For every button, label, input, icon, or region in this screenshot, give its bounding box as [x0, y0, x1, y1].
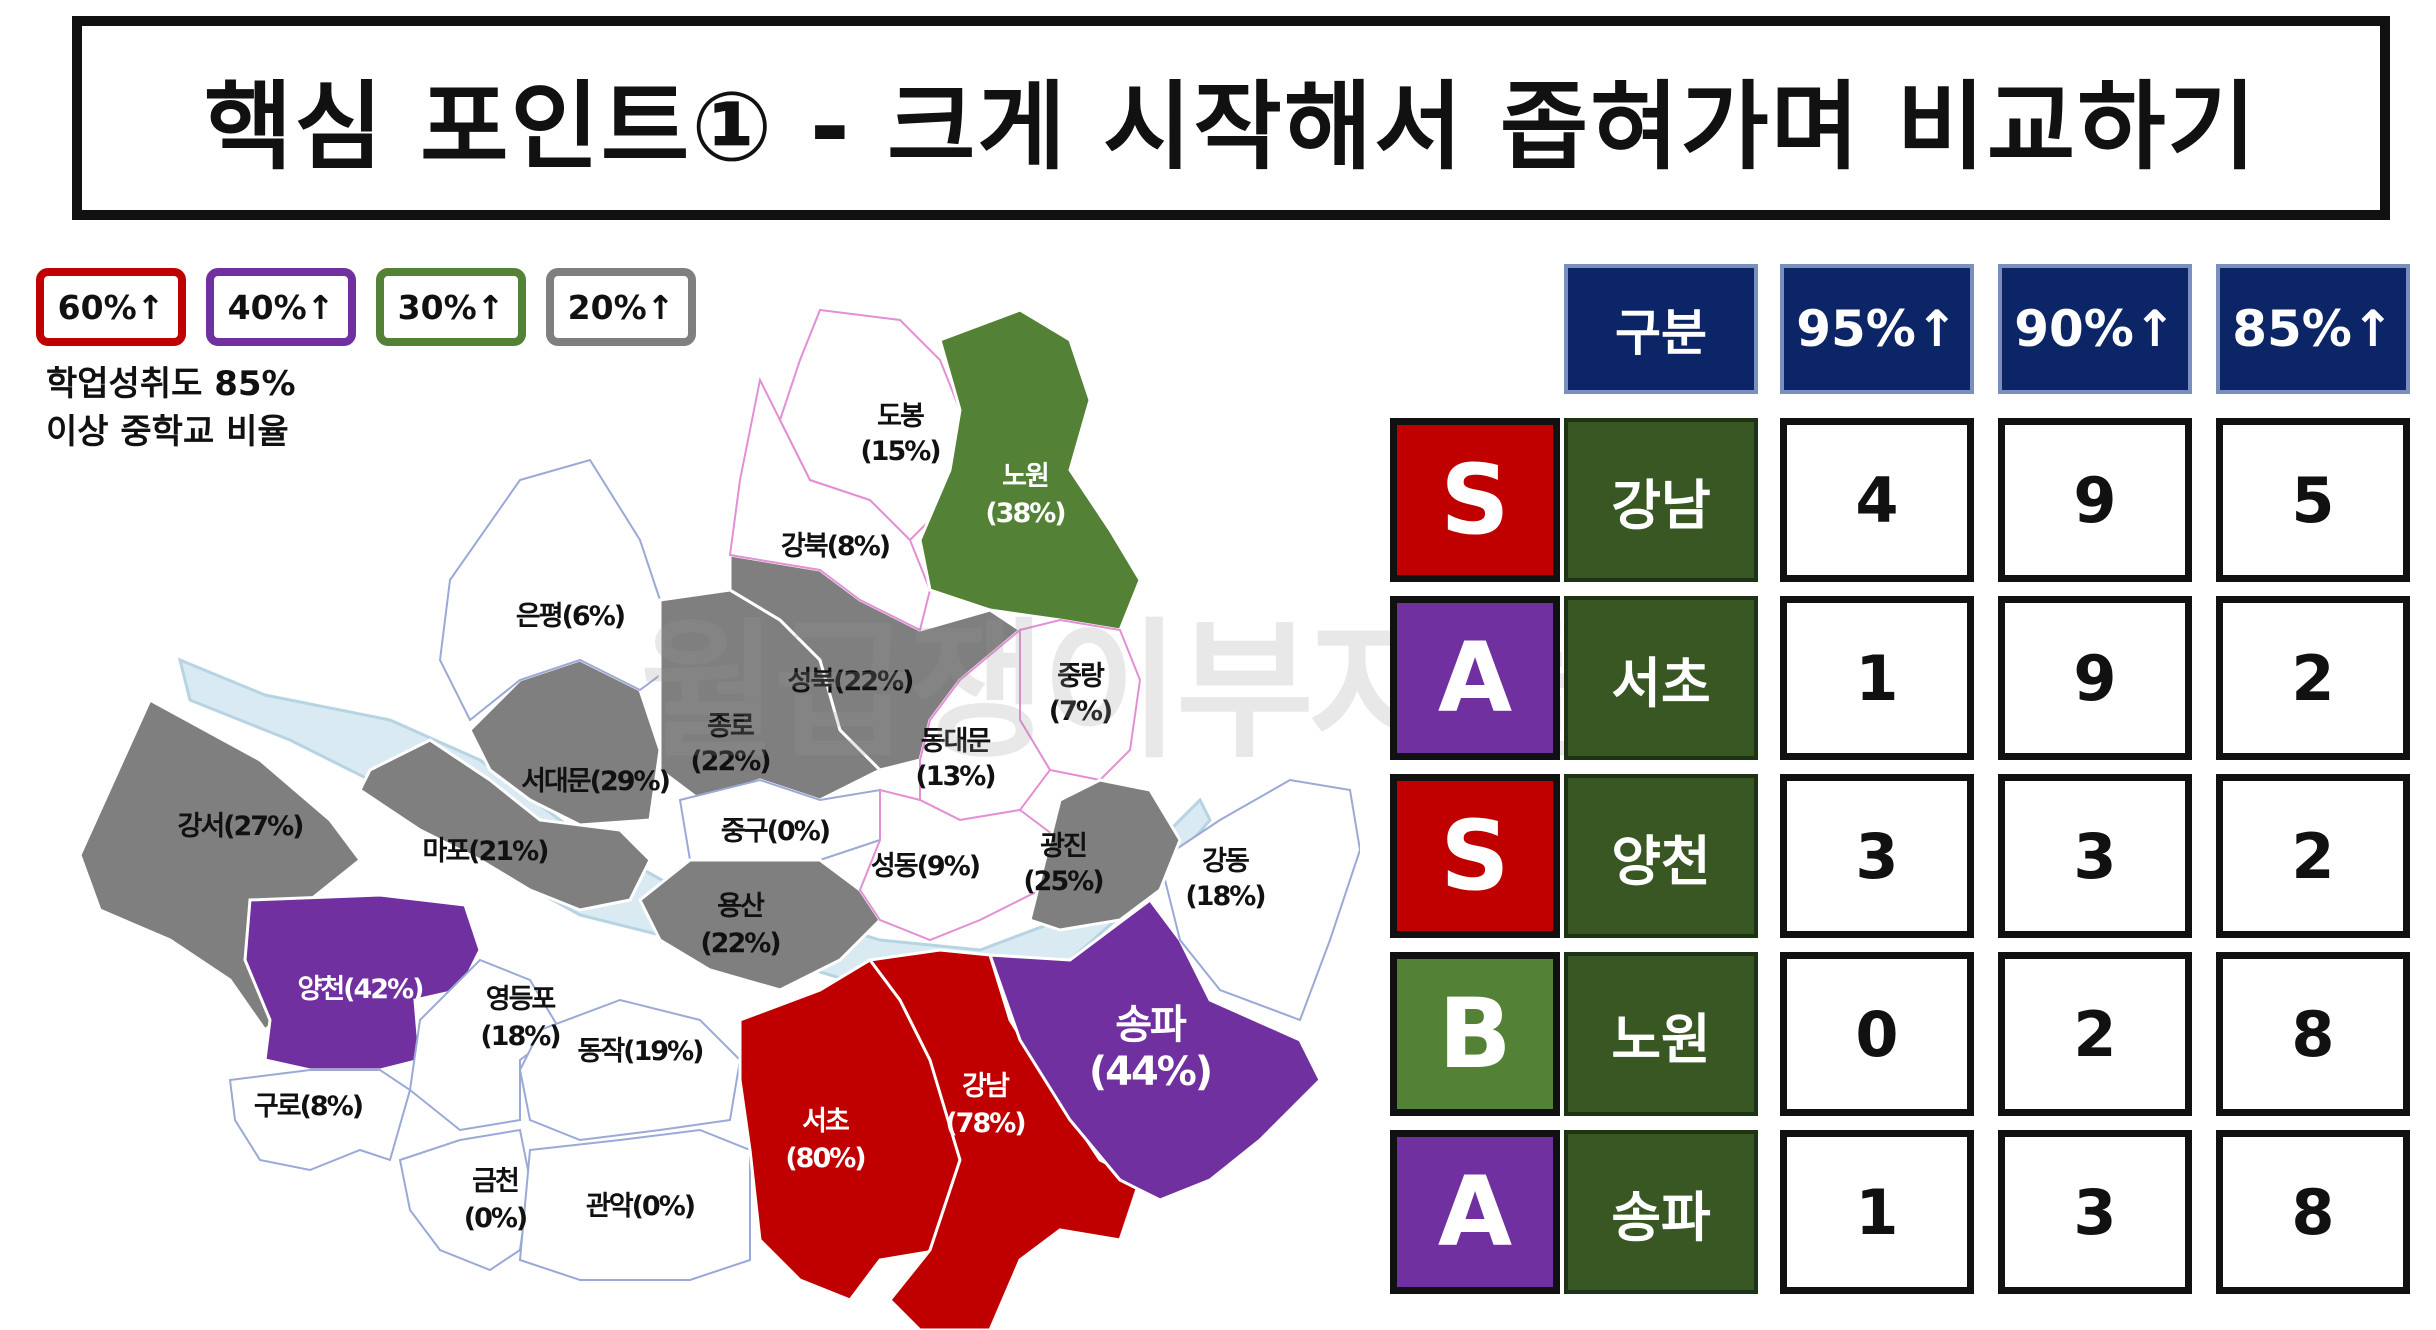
label-junggu: 중구(0%) — [721, 816, 830, 847]
cell-gangnam-90: 9 — [1998, 418, 2192, 582]
region-mapo[interactable] — [358, 738, 652, 912]
grade-badge: B — [1390, 952, 1560, 1116]
legend-60: 60%↑ — [36, 268, 186, 346]
legend-40: 40%↑ — [206, 268, 356, 346]
label-geumcheon-pct: (0%) — [464, 1203, 527, 1234]
label-songpa-pct: (44%) — [1089, 1049, 1211, 1095]
region-gangdong[interactable] — [1158, 778, 1360, 1022]
label-seongbuk: 성북(22%) — [788, 666, 914, 697]
label-dongjak: 동작(19%) — [578, 1036, 704, 1067]
label-gwangjin-pct: (25%) — [1023, 866, 1103, 897]
header-85: 85%↑ — [2216, 264, 2410, 394]
cell-seocho-95: 1 — [1780, 596, 1974, 760]
label-gangbuk: 강북(8%) — [781, 531, 890, 562]
label-songpa: 송파 — [1115, 1002, 1187, 1048]
legend-note-line2: 이상 중학교 비율 — [46, 412, 289, 452]
region-yeongdeungpo[interactable] — [408, 958, 562, 1132]
cell-yangcheon-90: 3 — [1998, 774, 2192, 938]
label-eunpyeong: 은평(6%) — [516, 601, 625, 632]
label-jongno: 종로 — [707, 711, 754, 742]
legend-20: 20%↑ — [546, 268, 696, 346]
cell-seocho-85: 2 — [2216, 596, 2410, 760]
page-title: 핵심 포인트① - 크게 시작해서 좁혀가며 비교하기 — [204, 70, 2258, 183]
cell-nowon-90: 2 — [1998, 952, 2192, 1116]
header-90: 90%↑ — [1998, 264, 2192, 394]
label-gangdong: 강동 — [1202, 846, 1249, 877]
label-dobong-pct: (15%) — [860, 436, 940, 467]
region-seongdong[interactable] — [858, 788, 1062, 942]
label-seocho-pct: (80%) — [785, 1143, 865, 1174]
region-guro[interactable] — [228, 1069, 412, 1172]
label-seocho: 서초 — [802, 1106, 849, 1137]
grade-badge: S — [1390, 774, 1560, 938]
region-dongjak[interactable] — [518, 998, 742, 1142]
header-category: 구분 — [1564, 264, 1758, 394]
label-jungnang-pct: (7%) — [1049, 696, 1112, 727]
region-geumcheon[interactable] — [398, 1128, 532, 1272]
label-yongsan-pct: (22%) — [700, 928, 780, 959]
label-gwangjin: 광진 — [1040, 831, 1086, 862]
region-gwangjin[interactable] — [1028, 778, 1182, 932]
label-gangdong-pct: (18%) — [1185, 881, 1265, 912]
cell-seocho-90: 9 — [1998, 596, 2192, 760]
label-geumcheon: 금천 — [472, 1166, 518, 1197]
label-yongsan: 용산 — [717, 891, 765, 922]
label-nowon: 노원 — [1002, 461, 1048, 492]
grade-badge: A — [1390, 596, 1560, 760]
label-yeongdeungpo-pct: (18%) — [480, 1021, 560, 1052]
district-seocho: 서초 — [1564, 596, 1758, 760]
grade-badge: S — [1390, 418, 1560, 582]
label-dongdaemun: 동대문 — [921, 726, 991, 757]
cell-gangnam-95: 4 — [1780, 418, 1974, 582]
district-yangcheon: 양천 — [1564, 774, 1758, 938]
region-songpa[interactable] — [987, 897, 1322, 1202]
cell-nowon-85: 8 — [2216, 952, 2410, 1116]
cell-songpa-95: 1 — [1780, 1130, 1974, 1294]
district-gangnam: 강남 — [1564, 418, 1758, 582]
label-dongdaemun-pct: (13%) — [915, 761, 995, 792]
label-gangseo: 강서(27%) — [178, 811, 304, 842]
grade-badge: A — [1390, 1130, 1560, 1294]
label-yeongdeungpo: 영등포 — [486, 984, 556, 1015]
district-songpa: 송파 — [1564, 1130, 1758, 1294]
label-seongdong: 성동(9%) — [871, 851, 980, 882]
cell-gangnam-85: 5 — [2216, 418, 2410, 582]
legend-30: 30%↑ — [376, 268, 526, 346]
cell-songpa-85: 8 — [2216, 1130, 2410, 1294]
label-seodaemun: 서대문(29%) — [521, 766, 669, 797]
label-gwanak: 관악(0%) — [586, 1191, 695, 1222]
label-gangnam: 강남 — [962, 1071, 1010, 1102]
label-nowon-pct: (38%) — [985, 498, 1065, 529]
region-yongsan[interactable] — [638, 858, 882, 992]
label-jungnang: 중랑 — [1057, 661, 1105, 692]
label-guro: 구로(8%) — [254, 1091, 363, 1122]
cell-yangcheon-85: 2 — [2216, 774, 2410, 938]
region-gangnam[interactable] — [867, 948, 1142, 1330]
seoul-map: 도봉 (15%) 노원 (38%) 강북(8%) 은평(6%) 성북(22%) … — [60, 300, 1360, 1330]
region-dobong[interactable] — [778, 308, 962, 542]
label-dobong: 도봉 — [877, 401, 924, 432]
label-mapo: 마포(21%) — [423, 836, 549, 867]
legend-note-line1: 학업성취도 85% — [46, 364, 296, 404]
title-box: 핵심 포인트① - 크게 시작해서 좁혀가며 비교하기 — [72, 16, 2390, 220]
label-yangcheon: 양천(42%) — [298, 974, 424, 1005]
label-jongno-pct: (22%) — [690, 746, 770, 777]
cell-nowon-95: 0 — [1780, 952, 1974, 1116]
cell-songpa-90: 3 — [1998, 1130, 2192, 1294]
legend: 60%↑ 40%↑ 30%↑ 20%↑ — [36, 268, 696, 346]
region-gwanak[interactable] — [518, 1128, 751, 1281]
label-gangnam-pct: (78%) — [945, 1108, 1025, 1139]
district-nowon: 노원 — [1564, 952, 1758, 1116]
legend-note: 학업성취도 85% 이상 중학교 비율 — [46, 360, 296, 456]
cell-yangcheon-95: 3 — [1780, 774, 1974, 938]
header-95: 95%↑ — [1780, 264, 1974, 394]
region-dongdaemun[interactable] — [919, 627, 1052, 822]
